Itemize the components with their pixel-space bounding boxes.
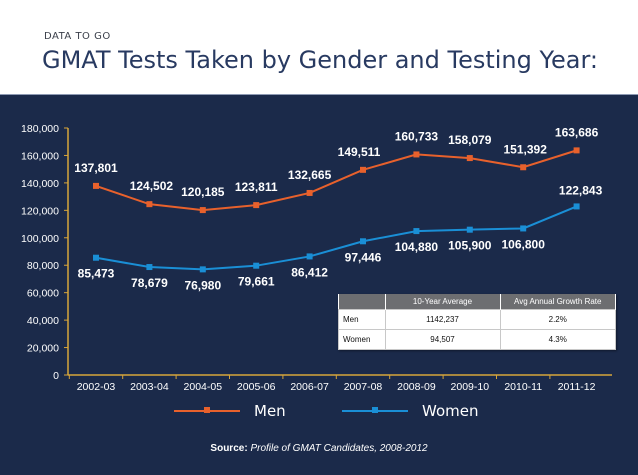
- x-tick-label: 2003-04: [130, 381, 169, 393]
- table-header-blank: [338, 294, 386, 310]
- data-label-men: 120,185: [181, 185, 225, 199]
- x-tick-label: 2009-10: [451, 381, 490, 393]
- legend-item-women: Women: [342, 402, 478, 420]
- series-line-women: [95, 205, 577, 271]
- legend-item-men: Men: [174, 402, 286, 420]
- data-label-women: 104,880: [395, 240, 439, 254]
- data-point-women: [360, 238, 366, 245]
- data-point-men: [466, 155, 473, 162]
- data-point-men: [413, 151, 420, 158]
- data-label-men: 123,811: [235, 180, 278, 194]
- y-tick-label: 120,000: [21, 205, 59, 217]
- data-label-men: 151,392: [504, 142, 548, 156]
- data-point-women: [93, 254, 99, 261]
- source-text: Profile of GMAT Candidates, 2008-2012: [250, 443, 428, 454]
- data-point-women: [520, 225, 527, 232]
- data-point-women: [253, 262, 260, 269]
- data-label-women: 85,473: [78, 267, 115, 281]
- y-tick-label: 20,000: [27, 343, 59, 355]
- x-tick-label: 2010-11: [504, 381, 542, 393]
- chart-title: GMAT Tests Taken by Gender and Testing Y…: [42, 46, 598, 74]
- data-point-men: [573, 147, 580, 154]
- kicker: DATA TO GO: [44, 31, 111, 42]
- x-tick-label: 2004-05: [184, 381, 223, 393]
- x-tick-label: 2002-03: [77, 381, 116, 393]
- source-label: Source:: [210, 443, 248, 454]
- x-tick-label: 2006-07: [290, 381, 329, 393]
- y-tick-label: 180,000: [21, 123, 59, 135]
- y-tick-label: 40,000: [27, 315, 59, 327]
- data-point-men: [520, 164, 527, 171]
- y-tick-label: 60,000: [27, 288, 59, 300]
- legend-label-men: Men: [254, 402, 286, 420]
- x-tick-label: 2005-06: [237, 381, 276, 393]
- row-label: Women: [338, 329, 386, 350]
- growth-cell: 4.3%: [499, 329, 616, 350]
- y-tick-label: 0: [53, 370, 59, 382]
- data-point-men: [253, 202, 260, 209]
- header: DATA TO GO GMAT Tests Taken by Gender an…: [0, 0, 638, 95]
- source-note: Source: Profile of GMAT Candidates, 2008…: [0, 443, 638, 454]
- legend: Men Women: [0, 402, 638, 424]
- average-cell: 94,507: [384, 329, 501, 350]
- data-label-men: 160,733: [395, 129, 439, 143]
- data-label-men: 124,502: [130, 179, 174, 193]
- data-label-women: 79,661: [238, 275, 275, 289]
- table-header-average: 10-Year Average: [385, 294, 501, 310]
- y-tick-label: 100,000: [21, 233, 59, 245]
- y-tick-label: 140,000: [21, 178, 59, 190]
- data-point-women: [199, 266, 206, 273]
- data-point-women: [573, 203, 580, 210]
- data-label-women: 105,900: [448, 239, 492, 253]
- data-point-women: [306, 253, 313, 260]
- x-tick-label: 2007-08: [344, 381, 383, 393]
- legend-label-women: Women: [422, 402, 479, 420]
- data-label-women: 86,412: [291, 265, 328, 279]
- data-label-men: 137,801: [74, 161, 118, 175]
- data-label-men: 163,686: [555, 125, 599, 139]
- data-label-women: 122,843: [559, 183, 603, 197]
- row-label: Men: [338, 309, 386, 330]
- table-row: Men 1142,237 2.2%: [338, 309, 616, 330]
- data-point-men: [93, 182, 99, 189]
- data-label-women: 106,800: [502, 237, 546, 251]
- x-tick-label: 2008-09: [397, 381, 436, 393]
- data-point-men: [360, 166, 366, 173]
- data-point-women: [466, 226, 473, 233]
- legend-swatch-women: [342, 407, 408, 413]
- legend-swatch-men: [174, 407, 240, 413]
- data-point-men: [199, 207, 206, 214]
- data-point-women: [146, 264, 153, 271]
- summary-table: 10-Year Average Avg Annual Growth Rate M…: [338, 294, 616, 350]
- series-line-men: [95, 149, 577, 212]
- data-label-men: 149,511: [338, 145, 381, 159]
- data-label-men: 158,079: [448, 133, 492, 147]
- data-point-women: [413, 228, 420, 235]
- chart-panel: [0, 95, 638, 475]
- data-label-women: 97,446: [345, 250, 382, 264]
- table-header-growth: Avg Annual Growth Rate: [500, 294, 616, 310]
- growth-cell: 2.2%: [499, 309, 616, 330]
- data-point-men: [146, 201, 153, 208]
- data-point-men: [306, 189, 313, 196]
- table-row: Women 94,507 4.3%: [338, 329, 616, 350]
- average-cell: 1142,237: [384, 309, 501, 330]
- y-tick-label: 160,000: [21, 150, 59, 162]
- data-label-women: 76,980: [184, 278, 221, 292]
- data-label-men: 132,665: [288, 168, 332, 182]
- data-label-women: 78,679: [131, 276, 168, 290]
- x-tick-label: 2011-12: [558, 381, 596, 393]
- y-tick-label: 80,000: [27, 260, 59, 272]
